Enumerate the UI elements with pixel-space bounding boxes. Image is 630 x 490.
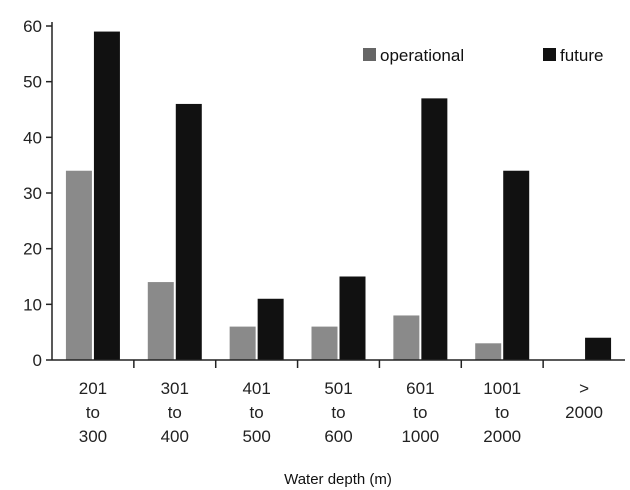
legend-swatch-future: [543, 48, 556, 61]
y-tick-label: 0: [33, 351, 42, 370]
y-tick-label: 10: [23, 295, 42, 314]
bar-future: [421, 98, 448, 360]
y-tick-label: 20: [23, 240, 42, 259]
bar-future: [503, 170, 530, 360]
bar-operational: [475, 343, 502, 360]
x-tick-label-line: 300: [79, 427, 107, 446]
x-tick-label-line: to: [331, 403, 345, 422]
bar-future: [93, 31, 120, 361]
x-tick-label-line: 601: [406, 379, 434, 398]
x-tick-label: 601 to 1000: [401, 379, 439, 446]
x-tick-label-line: 600: [324, 427, 352, 446]
x-tick-label-line: to: [168, 403, 182, 422]
bar-future: [585, 337, 612, 360]
x-tick-label-line: to: [413, 403, 427, 422]
x-tick-label-line: 500: [242, 427, 270, 446]
x-tick-label: 401 to 500: [242, 379, 270, 446]
x-tick-label-line: 2000: [483, 427, 521, 446]
y-tick-label: 50: [23, 73, 42, 92]
x-tick-label: 201 to 300: [79, 379, 107, 446]
x-tick-label-line: 2000: [565, 403, 603, 422]
x-tick-label-line: to: [86, 403, 100, 422]
x-tick-label-line: 201: [79, 379, 107, 398]
x-tick-label: >2000: [565, 379, 603, 422]
bar-operational: [229, 326, 256, 360]
legend-label-future: future: [560, 46, 603, 65]
x-tick-label: 301 to 400: [161, 379, 189, 446]
x-tick-label-line: >: [579, 379, 589, 398]
x-tick-label-line: 1000: [401, 427, 439, 446]
bar-operational: [65, 170, 92, 360]
x-tick-label-line: to: [495, 403, 509, 422]
y-tick-label: 40: [23, 128, 42, 147]
legend: operational future: [363, 46, 603, 65]
y-tick-label: 30: [23, 184, 42, 203]
x-tick-label-line: 401: [242, 379, 270, 398]
bar-operational: [393, 315, 420, 360]
legend-label-operational: operational: [380, 46, 464, 65]
x-tick-label-line: 400: [161, 427, 189, 446]
legend-swatch-operational: [363, 48, 376, 61]
x-tick-label-line: 301: [161, 379, 189, 398]
x-tick-label-line: 1001: [483, 379, 521, 398]
y-axis: 0 10 20 30 40 50 60: [23, 17, 53, 370]
x-tick-label: 1001 to 2000: [483, 379, 521, 446]
bars: [65, 31, 612, 361]
x-axis-title: Water depth (m): [284, 471, 392, 488]
bar-operational: [147, 282, 174, 360]
bar-operational: [311, 326, 338, 360]
x-tick-label: 501 to 600: [324, 379, 352, 446]
bar-future: [175, 103, 202, 360]
x-tick-label-line: 501: [324, 379, 352, 398]
x-tick-label-line: to: [250, 403, 264, 422]
bar-future: [257, 298, 284, 360]
y-tick-label: 60: [23, 17, 42, 36]
bar-future: [339, 276, 366, 360]
